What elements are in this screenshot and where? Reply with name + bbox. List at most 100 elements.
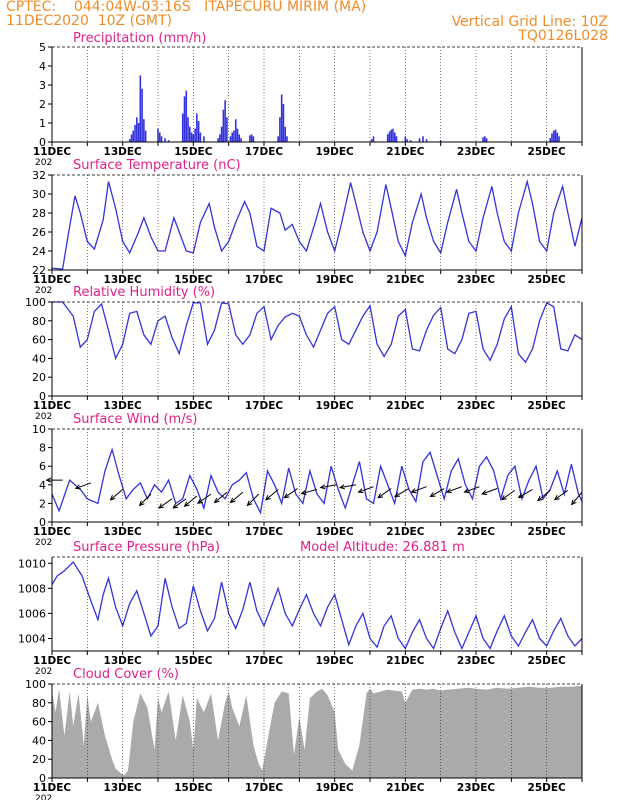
wind-vector [213,491,228,504]
wind-vector-head [229,497,236,504]
x-tick-label: 25DEC [528,526,567,538]
y-tick-label: 1010 [18,557,46,570]
header-date: 11DEC2020 10Z (GMT) [6,13,173,29]
wind-vector-head [45,477,52,483]
wind-vector-head [377,493,384,499]
wind-vector [429,488,445,498]
precip-bar [552,130,555,142]
wind-vector [463,486,480,494]
precip-bar [551,133,553,142]
wind-vector-head [463,488,470,494]
x-tick-year-label: 202 [35,286,52,296]
precip-bar [167,140,170,142]
x-tick-year-label: 202 [35,538,52,548]
x-tick-label: 21DEC [386,146,425,158]
wind-vector-shaft [358,486,374,493]
y-tick-label: 80 [32,315,46,328]
precip-bar [277,136,279,142]
precip-bar [280,94,283,142]
wind-vector [45,477,63,483]
wind-vector [500,489,516,501]
y-tick-label: 2 [39,98,46,111]
x-tick-label: 17DEC [245,655,284,667]
precip-bar [141,88,143,142]
wind-vector-shaft [430,488,445,497]
precip-bar [219,134,221,142]
wind-vector-shaft [537,489,551,502]
x-tick-label: 21DEC [386,782,425,794]
precip-bar [144,130,147,142]
panel-5: 0 20 40 60 80 100 11DEC 13DEC 15DEC 17DEC 19DEC 21D… [25,667,583,800]
wind-vector-shaft [75,482,92,489]
precip-bar [372,136,375,142]
y-tick-label: 10 [32,423,46,436]
wind-vector-shaft [501,489,516,500]
y-tick-label: 5 [39,41,46,54]
precip-bar [393,132,396,142]
precip-bar [157,128,159,142]
header-grid-line: Vertical Grid Line: 10Z [451,14,608,30]
precip-bar [234,119,237,142]
precip-bar [279,117,281,142]
wind-vector-head [500,494,507,501]
wind-vector-head [410,488,417,494]
x-tick-label: 13DEC [104,526,143,538]
precip-bar [418,138,421,142]
precip-bar [409,140,412,142]
precip-bar [185,90,188,142]
x-tick-label: 17DEC [245,274,284,286]
x-tick-label: 11DEC [33,526,72,538]
wind-vector-head [246,500,253,507]
x-tick-label: 19DEC [316,274,355,286]
precip-bar [549,138,551,142]
x-tick-label: 23DEC [457,655,496,667]
precip-bar [392,128,394,142]
wind-vector-shaft [554,489,569,500]
x-tick-label: 19DEC [316,146,355,158]
precip-bar [236,128,239,142]
y-tick-label: 26 [32,226,46,239]
wind-vector-head [537,495,543,502]
precip-bar [390,129,392,142]
wind-vector-shaft [394,488,410,497]
precip-bar [164,138,166,142]
precip-bar [284,126,286,142]
wind-vector-shaft [377,488,392,499]
wind-vector-shaft [571,491,583,505]
precip-bar [137,123,140,142]
y-tick-label: 1006 [18,607,46,620]
wind-vector-head [357,488,364,494]
wind-vector-shaft [197,493,212,504]
wind-vector-shaft [172,498,187,509]
wind-vector-head [445,488,452,494]
x-tick-label: 13DEC [104,655,143,667]
x-tick-label: 11DEC [33,782,72,794]
precip-bar [370,139,373,142]
panel-title: Surface Pressure (hPa) [73,540,220,555]
x-tick-label: 17DEC [245,526,284,538]
y-tick-label: 0 [39,136,46,149]
wind-vector-shaft [284,488,298,499]
wind-vector [283,488,298,499]
x-tick-label: 21DEC [386,655,425,667]
y-tick-label: 22 [32,264,46,277]
wind-vector-head [481,490,488,495]
series-line-3 [51,447,583,515]
wind-vector-shaft [139,493,152,506]
precip-bar [229,136,232,142]
y-tick-label: 32 [32,169,46,182]
x-tick-year-label: 202 [35,158,52,168]
wind-vector [517,489,533,499]
wind-vector-head [394,492,401,498]
wind-vector [300,488,318,496]
y-tick-label: 60 [32,716,46,729]
panel-title: Cloud Cover (%) [73,667,179,682]
precip-bar [482,137,484,142]
y-tick-label: 2 [39,497,46,510]
precip-bar [199,132,202,142]
x-tick-label: 15DEC [174,146,213,158]
wind-vector [196,493,212,504]
wind-vector-head [172,503,179,509]
precip-bar [282,104,285,142]
header-location: CPTEC: 044:04W-03:16S ITAPECURU MIRIM (M… [6,0,367,15]
